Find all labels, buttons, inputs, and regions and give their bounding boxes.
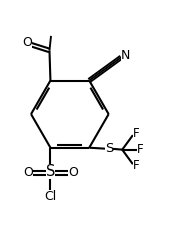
Text: F: F bbox=[133, 159, 140, 172]
Text: S: S bbox=[105, 142, 113, 155]
Text: S: S bbox=[46, 164, 55, 179]
Text: O: O bbox=[68, 166, 78, 179]
Text: N: N bbox=[121, 49, 130, 62]
Text: O: O bbox=[23, 166, 33, 179]
Text: O: O bbox=[23, 36, 32, 49]
Text: F: F bbox=[133, 127, 140, 140]
Text: F: F bbox=[137, 143, 144, 156]
Text: Cl: Cl bbox=[44, 190, 57, 203]
